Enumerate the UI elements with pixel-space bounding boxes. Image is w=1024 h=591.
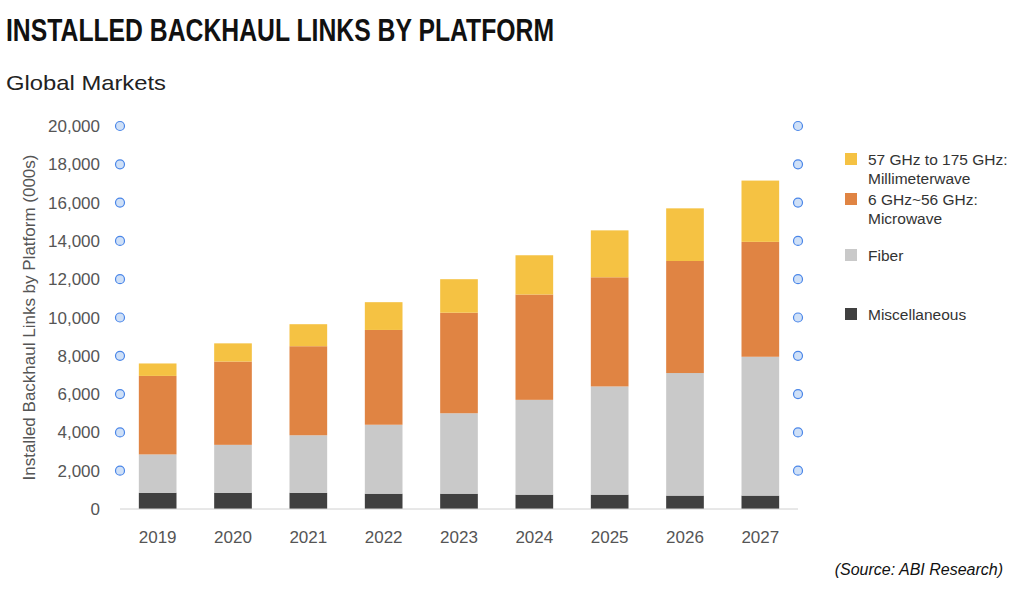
tick-mark [794, 313, 803, 322]
bar-segment [666, 496, 704, 509]
subtitle: Global Markets [6, 71, 166, 94]
bar-segment [742, 357, 780, 496]
y-tick-label: 0 [91, 500, 100, 519]
bar-segment [139, 376, 177, 455]
x-tick-label: 2026 [666, 528, 704, 547]
tick-mark [116, 275, 125, 284]
x-tick-label: 2025 [591, 528, 629, 547]
y-tick-label: 10,000 [48, 309, 100, 328]
bar-segment [365, 330, 403, 425]
bar-segment [516, 495, 554, 509]
y-tick-label: 2,000 [57, 462, 100, 481]
tick-mark [794, 160, 803, 169]
bar-segment [666, 261, 704, 373]
tick-mark [116, 313, 125, 322]
x-tick-label: 2022 [365, 528, 403, 547]
bar-segment [139, 493, 177, 509]
bar-segment [742, 496, 780, 509]
y-tick-label: 4,000 [57, 423, 100, 442]
source: (Source: ABI Research) [835, 561, 1003, 578]
tick-mark [794, 351, 803, 360]
tick-mark [116, 122, 125, 131]
bar-segment [290, 435, 328, 492]
x-tick-label: 2020 [214, 528, 252, 547]
legend-swatch [845, 308, 857, 320]
tick-mark [794, 466, 803, 475]
chart: INSTALLED BACKHAUL LINKS BY PLATFORM Glob… [0, 0, 1024, 591]
bar-segment [290, 493, 328, 509]
tick-mark [794, 122, 803, 131]
y-tick-label: 18,000 [48, 155, 100, 174]
tick-mark [794, 236, 803, 245]
title: INSTALLED BACKHAUL LINKS BY PLATFORM [6, 13, 554, 48]
y-tick-label: 14,000 [48, 232, 100, 251]
bar-segment [742, 181, 780, 242]
y-tick-label: 16,000 [48, 194, 100, 213]
y-tick-label: 8,000 [57, 347, 100, 366]
bar-segment [666, 373, 704, 496]
y-ticks: 0 2,000 4,000 6,000 8,000 10,000 12,000 14,000 1… [48, 117, 803, 519]
tick-mark [794, 428, 803, 437]
x-tick-label: 2027 [741, 528, 779, 547]
bar-segment [516, 295, 554, 400]
tick-mark [116, 428, 125, 437]
tick-mark [794, 198, 803, 207]
legend-label: 57 GHz to 175 GHz: Millimeterwave [868, 150, 1022, 188]
tick-mark [116, 236, 125, 245]
x-axis-line [120, 509, 798, 510]
x-tick-label: 2021 [289, 528, 327, 547]
bar-segment [214, 493, 252, 509]
bar-segment [591, 386, 629, 494]
bar-segment [516, 255, 554, 294]
bar-segment [365, 425, 403, 494]
y-tick-label: 20,000 [48, 117, 100, 136]
bar-segment [666, 208, 704, 261]
legend-label: Fiber [868, 246, 1022, 265]
bar-segment [742, 242, 780, 357]
bar-segment [591, 277, 629, 386]
bar-segment [365, 494, 403, 509]
x-tick-label: 2024 [515, 528, 553, 547]
bar-segment [365, 302, 403, 330]
tick-mark [794, 390, 803, 399]
tick-mark [116, 351, 125, 360]
y-axis-label: Installed Backhaul Links by Platform (00… [20, 155, 39, 481]
tick-mark [116, 160, 125, 169]
bar-segment [440, 313, 478, 414]
y-tick-label: 6,000 [57, 385, 100, 404]
bar-segment [214, 362, 252, 445]
bar-segment [214, 445, 252, 493]
bar-segment [290, 346, 328, 435]
legend-label: 6 GHz~56 GHz: Microwave [868, 190, 1022, 228]
bar-segment [516, 400, 554, 495]
bar-segment [440, 494, 478, 509]
bar-segment [591, 495, 629, 509]
bar-segment [591, 230, 629, 277]
bar-segment [440, 279, 478, 313]
bar-segment [214, 343, 252, 361]
tick-mark [794, 275, 803, 284]
y-tick-label: 12,000 [48, 270, 100, 289]
tick-mark [116, 390, 125, 399]
legend-label: Miscellaneous [868, 305, 1022, 324]
x-tick-label: 2019 [139, 528, 177, 547]
tick-mark [116, 198, 125, 207]
bar-segment [139, 363, 177, 375]
legend-swatch [845, 193, 857, 205]
bar-segment [139, 454, 177, 492]
tick-mark [116, 466, 125, 475]
x-tick-label: 2023 [440, 528, 478, 547]
bar-segment [440, 413, 478, 493]
legend-swatch [845, 249, 857, 261]
bar-segment [290, 324, 328, 346]
bars [139, 181, 779, 509]
legend-swatch [845, 153, 857, 165]
